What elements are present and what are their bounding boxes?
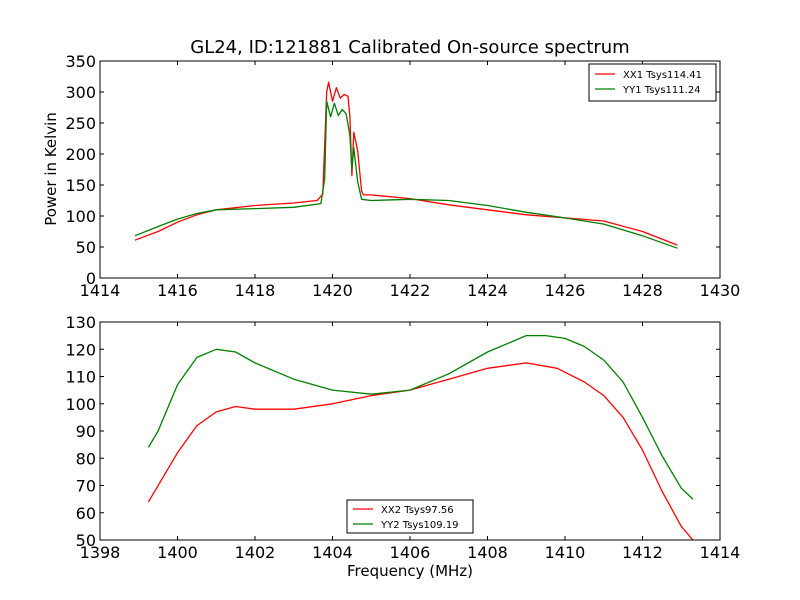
x-tick-label: 1416 <box>157 281 198 300</box>
x-tick-label: 1400 <box>157 543 198 562</box>
y-tick-label: 250 <box>65 114 96 133</box>
legend-label: XX2 Tsys97.56 <box>381 505 454 516</box>
y-tick-label: 300 <box>65 83 96 102</box>
legend-label: YY2 Tsys109.19 <box>380 520 459 531</box>
x-tick-label: 1410 <box>545 543 586 562</box>
legend-box <box>588 63 717 102</box>
y-tick-label: 100 <box>65 207 96 226</box>
x-tick-label: 1428 <box>622 281 663 300</box>
x-tick-label: 1426 <box>545 281 586 300</box>
x-tick-label: 1404 <box>312 543 353 562</box>
top-plot: 1414 1416 1418 1420 1422 1424 1426 1428 1430 0 50 1… <box>65 52 740 300</box>
legend-label: YY1 Tsys111.24 <box>622 85 701 96</box>
y-tick-label: 120 <box>65 340 96 359</box>
y-tick-label: 70 <box>76 477 96 496</box>
x-tick-label: 1414 <box>700 543 741 562</box>
x-tick-label: 1420 <box>312 281 353 300</box>
x-tick-label: 1422 <box>390 281 431 300</box>
legend-label: XX1 Tsys114.41 <box>623 70 702 81</box>
x-axis-label: Frequency (MHz) <box>347 562 473 580</box>
x-tick-label: 1424 <box>467 281 508 300</box>
x-tick-label: 1414 <box>80 281 121 300</box>
y-tick-label: 110 <box>65 368 96 387</box>
x-tick-label: 1398 <box>80 543 121 562</box>
legend: XX1 Tsys114.41 YY1 Tsys111.24 <box>588 63 717 102</box>
y-tick-label: 90 <box>76 422 96 441</box>
x-tick-label: 1430 <box>700 281 741 300</box>
x-tick-label: 1408 <box>467 543 508 562</box>
series-line-xx1 <box>134 81 678 246</box>
legend-box <box>346 499 474 534</box>
y-axis-label: Power in Kelvin <box>42 112 60 226</box>
x-tick-label: 1406 <box>390 543 431 562</box>
x-tick-label: 1418 <box>235 281 276 300</box>
y-tick-label: 350 <box>65 52 96 71</box>
y-tick-label: 50 <box>76 238 96 257</box>
bottom-plot: 1398 1400 1402 1404 1406 1408 1410 1412 1414 50 60… <box>65 313 740 562</box>
y-tick-label: 150 <box>65 176 96 195</box>
y-tick-label: 80 <box>76 449 96 468</box>
y-tick-label: 100 <box>65 395 96 414</box>
y-tick-label: 130 <box>65 313 96 332</box>
y-tick-label: 50 <box>76 531 96 550</box>
chart-title: GL24, ID:121881 Calibrated On-source spe… <box>190 37 629 58</box>
y-tick-label: 200 <box>65 145 96 164</box>
x-tick-label: 1402 <box>235 543 276 562</box>
legend: XX2 Tsys97.56 YY2 Tsys109.19 <box>346 499 474 534</box>
series-line-xx2 <box>147 362 694 541</box>
y-tick-label: 0 <box>86 269 96 288</box>
y-tick-label: 60 <box>76 504 96 523</box>
series-line-yy2 <box>147 334 694 500</box>
series-line-yy1 <box>134 100 678 249</box>
x-tick-label: 1412 <box>622 543 663 562</box>
